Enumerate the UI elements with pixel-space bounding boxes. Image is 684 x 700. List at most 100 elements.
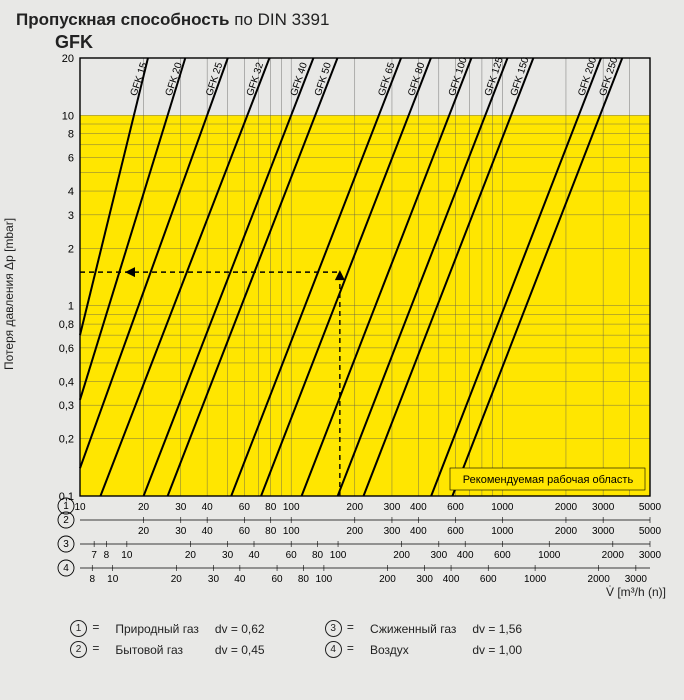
svg-text:GFK 50: GFK 50 (313, 61, 334, 98)
svg-text:200: 200 (393, 550, 410, 561)
svg-text:20: 20 (138, 526, 150, 537)
legend-text-2: Бытовой газ (107, 639, 207, 660)
svg-text:GFK 250: GFK 250 (598, 56, 621, 98)
svg-text:GFK 80: GFK 80 (406, 61, 427, 98)
svg-text:600: 600 (494, 550, 511, 561)
svg-text:3000: 3000 (592, 502, 615, 513)
svg-text:10: 10 (62, 110, 74, 122)
svg-text:400: 400 (410, 502, 427, 513)
svg-text:40: 40 (202, 502, 214, 513)
svg-text:600: 600 (480, 574, 497, 585)
svg-text:1000: 1000 (538, 550, 561, 561)
svg-text:8: 8 (104, 550, 110, 561)
svg-text:GFK 40: GFK 40 (289, 61, 310, 98)
svg-text:40: 40 (234, 574, 246, 585)
svg-text:2: 2 (68, 243, 74, 255)
svg-text:5000: 5000 (639, 502, 662, 513)
svg-text:2: 2 (63, 515, 69, 526)
flow-chart: GFK 15 GFK 20 GFK 25 GFK 32 GFK 40GFK 50 GFK … (0, 48, 684, 588)
svg-text:GFK 65: GFK 65 (376, 61, 397, 98)
svg-text:GFK 25: GFK 25 (204, 61, 225, 98)
svg-text:1000: 1000 (524, 574, 547, 585)
legend-num-3: 3 (325, 620, 342, 637)
svg-text:GFK 20: GFK 20 (164, 61, 185, 98)
svg-text:600: 600 (447, 502, 464, 513)
svg-text:300: 300 (384, 502, 401, 513)
legend-num-4: 4 (325, 641, 342, 658)
svg-text:60: 60 (271, 574, 283, 585)
svg-text:100: 100 (283, 526, 300, 537)
svg-text:3: 3 (68, 210, 74, 222)
svg-text:20: 20 (171, 574, 183, 585)
svg-text:200: 200 (346, 526, 363, 537)
svg-text:0,4: 0,4 (59, 376, 74, 388)
svg-text:10: 10 (121, 550, 133, 561)
svg-text:2000: 2000 (602, 550, 625, 561)
svg-text:30: 30 (175, 526, 187, 537)
legend-text-4: Воздух (362, 639, 464, 660)
legend-text-3: Сжиженный газ (362, 618, 464, 639)
svg-text:100: 100 (330, 550, 347, 561)
svg-text:30: 30 (175, 502, 187, 513)
svg-text:2000: 2000 (555, 526, 578, 537)
svg-text:4: 4 (68, 186, 74, 198)
svg-text:100: 100 (283, 502, 300, 513)
svg-text:2000: 2000 (555, 502, 578, 513)
svg-text:80: 80 (298, 574, 310, 585)
svg-text:Рекомендуемая рабочая область: Рекомендуемая рабочая область (463, 474, 634, 486)
svg-text:200: 200 (346, 502, 363, 513)
svg-text:20: 20 (185, 550, 197, 561)
legend-num-1: 1 (70, 620, 87, 637)
svg-text:6: 6 (68, 153, 74, 165)
svg-text:1: 1 (68, 301, 74, 313)
svg-text:300: 300 (384, 526, 401, 537)
svg-text:1000: 1000 (491, 526, 514, 537)
svg-text:8: 8 (89, 574, 95, 585)
legend-num-2: 2 (70, 641, 87, 658)
legend-text-1: Природный газ (107, 618, 207, 639)
svg-text:1000: 1000 (491, 502, 514, 513)
svg-text:300: 300 (430, 550, 447, 561)
svg-text:20: 20 (62, 53, 74, 65)
svg-text:80: 80 (312, 550, 324, 561)
chart-title: Пропускная способность по DIN 3391 (16, 10, 329, 30)
svg-text:3000: 3000 (592, 526, 615, 537)
svg-text:30: 30 (208, 574, 220, 585)
svg-text:10: 10 (107, 574, 119, 585)
svg-text:3000: 3000 (625, 574, 648, 585)
svg-text:10: 10 (74, 502, 86, 513)
svg-text:5000: 5000 (639, 526, 662, 537)
svg-text:40: 40 (202, 526, 214, 537)
x-unit-label: V̇ [m³/h (n)] (606, 585, 666, 599)
svg-text:7: 7 (91, 550, 97, 561)
svg-text:100: 100 (316, 574, 333, 585)
svg-text:2000: 2000 (588, 574, 611, 585)
svg-text:GFK 100: GFK 100 (447, 56, 470, 98)
svg-text:1: 1 (63, 501, 69, 512)
svg-text:0,6: 0,6 (59, 343, 74, 355)
svg-text:GFK 32: GFK 32 (245, 61, 266, 98)
svg-text:60: 60 (239, 502, 251, 513)
svg-text:GFK 150: GFK 150 (509, 56, 532, 98)
svg-text:400: 400 (457, 550, 474, 561)
svg-text:3000: 3000 (639, 550, 662, 561)
legend: 1 = Природный газ dv = 0,62 3 = Сжиженны… (62, 618, 530, 660)
svg-text:0,2: 0,2 (59, 434, 74, 446)
svg-text:300: 300 (416, 574, 433, 585)
svg-text:60: 60 (286, 550, 298, 561)
svg-text:400: 400 (410, 526, 427, 537)
svg-text:GFK 15: GFK 15 (129, 61, 150, 98)
svg-text:4: 4 (63, 563, 69, 574)
svg-text:8: 8 (68, 129, 74, 141)
svg-text:60: 60 (239, 526, 251, 537)
svg-text:0,3: 0,3 (59, 400, 74, 412)
svg-text:0,8: 0,8 (59, 319, 74, 331)
svg-text:200: 200 (379, 574, 396, 585)
svg-text:GFK 200: GFK 200 (576, 56, 599, 98)
svg-text:30: 30 (222, 550, 234, 561)
svg-text:80: 80 (265, 502, 277, 513)
svg-text:20: 20 (138, 502, 150, 513)
svg-text:80: 80 (265, 526, 277, 537)
svg-text:400: 400 (443, 574, 460, 585)
svg-text:600: 600 (447, 526, 464, 537)
